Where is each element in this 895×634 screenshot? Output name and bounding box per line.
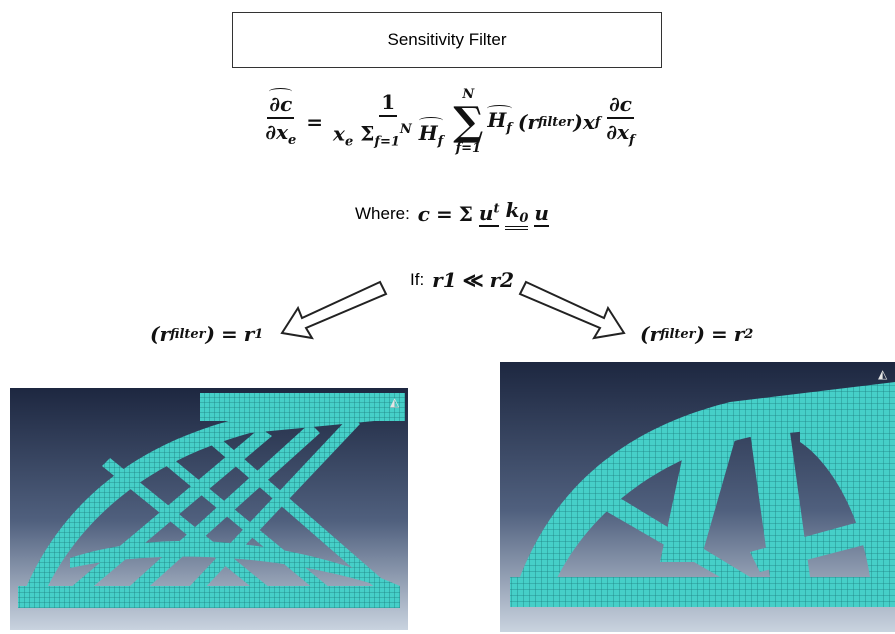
figure: Sensitivity Filter ∂c ∂xe = 1 xe Σf=1N H… [0,0,895,634]
right-r-sub: 2 [744,327,753,342]
left-arrow [282,282,386,338]
axis-icon: ◭ [390,395,400,409]
mesh-right: ◭ [500,362,895,632]
right-close: ) [696,322,705,346]
left-equals: = [221,322,238,346]
left-r: r [244,322,255,346]
right-sub: filter [660,327,696,342]
right-equals: = [711,322,728,346]
left-r-sub: 1 [254,327,263,342]
left-sub: filter [170,327,206,342]
left-open: (r [150,322,170,346]
right-r: r [734,322,745,346]
mesh-left: ◭ [10,388,408,630]
axis-icon: ◭ [878,367,888,381]
right-open: (r [640,322,660,346]
left-close: ) [206,322,215,346]
right-arrow [520,282,624,338]
